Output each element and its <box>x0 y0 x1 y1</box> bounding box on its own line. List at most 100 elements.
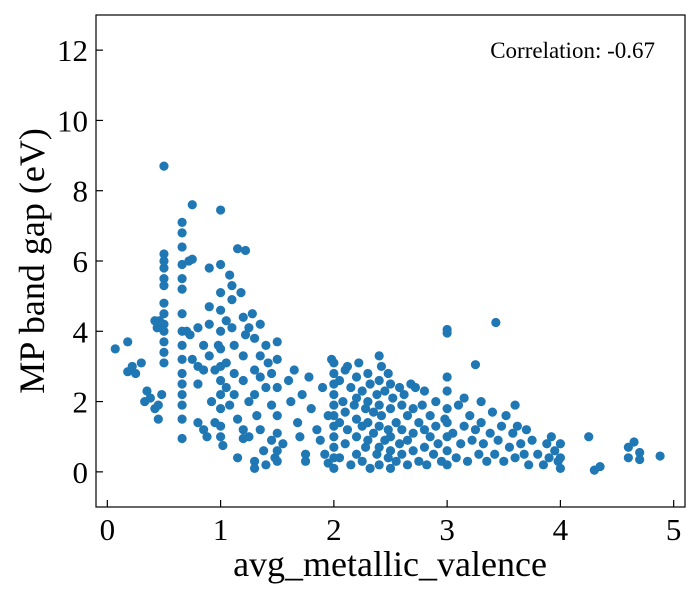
data-point <box>238 425 248 435</box>
data-point <box>300 449 311 459</box>
data-point <box>215 404 226 414</box>
data-point <box>177 309 187 319</box>
data-point <box>215 205 226 215</box>
data-point <box>538 460 549 470</box>
data-point <box>365 463 375 473</box>
y-tick-label: 12 <box>57 33 88 68</box>
data-point <box>349 400 359 410</box>
data-point <box>177 433 187 444</box>
data-point <box>215 259 226 270</box>
data-point <box>476 418 486 428</box>
data-point <box>329 368 339 379</box>
data-point <box>501 411 511 421</box>
data-point <box>385 463 396 473</box>
data-point <box>376 411 387 421</box>
data-point <box>187 200 197 210</box>
data-point <box>402 435 413 445</box>
data-point <box>391 456 401 466</box>
data-point <box>215 326 226 336</box>
data-point <box>204 263 214 273</box>
data-point <box>334 453 345 463</box>
y-tick-label: 0 <box>73 455 89 490</box>
data-point <box>142 386 152 396</box>
data-point <box>397 449 407 459</box>
data-point <box>159 273 169 284</box>
data-point <box>510 453 520 463</box>
data-point <box>351 449 362 459</box>
data-point <box>374 400 384 410</box>
data-point <box>383 368 393 379</box>
data-point <box>448 428 458 438</box>
data-point <box>229 368 239 379</box>
data-point <box>478 439 488 449</box>
data-point <box>232 453 243 463</box>
data-point <box>394 439 405 449</box>
x-axis-label: avg_metallic_valence <box>233 544 547 584</box>
data-point <box>177 273 187 284</box>
data-point <box>159 309 169 319</box>
data-point <box>215 288 226 298</box>
data-point <box>533 449 543 459</box>
data-point <box>215 305 226 315</box>
data-point <box>519 449 529 459</box>
data-point <box>227 295 237 305</box>
data-point <box>442 372 452 382</box>
data-point <box>474 449 484 459</box>
data-point <box>623 453 633 463</box>
data-point <box>159 256 169 266</box>
data-point <box>266 400 277 410</box>
data-point <box>493 435 503 445</box>
data-point <box>187 254 197 264</box>
data-point <box>177 242 187 252</box>
data-point <box>215 375 226 386</box>
data-point <box>236 288 246 298</box>
data-point <box>410 382 421 393</box>
data-point <box>240 245 251 256</box>
data-point <box>372 449 382 459</box>
data-point <box>431 396 441 407</box>
data-point <box>419 386 430 396</box>
data-point <box>227 323 237 333</box>
data-point <box>225 400 235 410</box>
data-point <box>385 379 396 389</box>
data-point <box>524 460 534 470</box>
data-point <box>391 418 401 428</box>
data-point <box>351 372 362 382</box>
data-point <box>346 460 356 470</box>
data-point <box>272 428 282 438</box>
data-point <box>199 425 209 435</box>
data-point <box>342 361 353 372</box>
data-point <box>159 319 169 329</box>
data-point <box>453 400 464 410</box>
data-point <box>402 411 413 421</box>
x-tick-label: 5 <box>666 512 682 547</box>
data-point <box>252 411 262 421</box>
data-point <box>459 393 469 403</box>
data-point <box>542 439 552 449</box>
data-point <box>510 400 520 410</box>
data-point <box>374 351 384 361</box>
data-point <box>357 456 367 466</box>
data-point <box>232 244 243 254</box>
data-point <box>255 351 265 361</box>
data-point <box>342 425 353 435</box>
data-point <box>187 354 197 364</box>
data-point <box>546 432 556 442</box>
data-point <box>399 389 409 400</box>
data-point <box>157 389 167 400</box>
data-point <box>123 337 133 347</box>
data-point <box>635 447 645 458</box>
data-point <box>394 382 405 393</box>
data-point <box>329 463 339 473</box>
data-point <box>385 446 396 456</box>
data-point <box>193 323 203 333</box>
y-tick-label: 6 <box>73 244 89 279</box>
data-point <box>360 404 371 414</box>
data-point <box>482 456 492 466</box>
data-point <box>218 440 228 451</box>
data-point <box>368 428 379 438</box>
data-point <box>504 442 515 452</box>
data-point <box>329 389 339 400</box>
